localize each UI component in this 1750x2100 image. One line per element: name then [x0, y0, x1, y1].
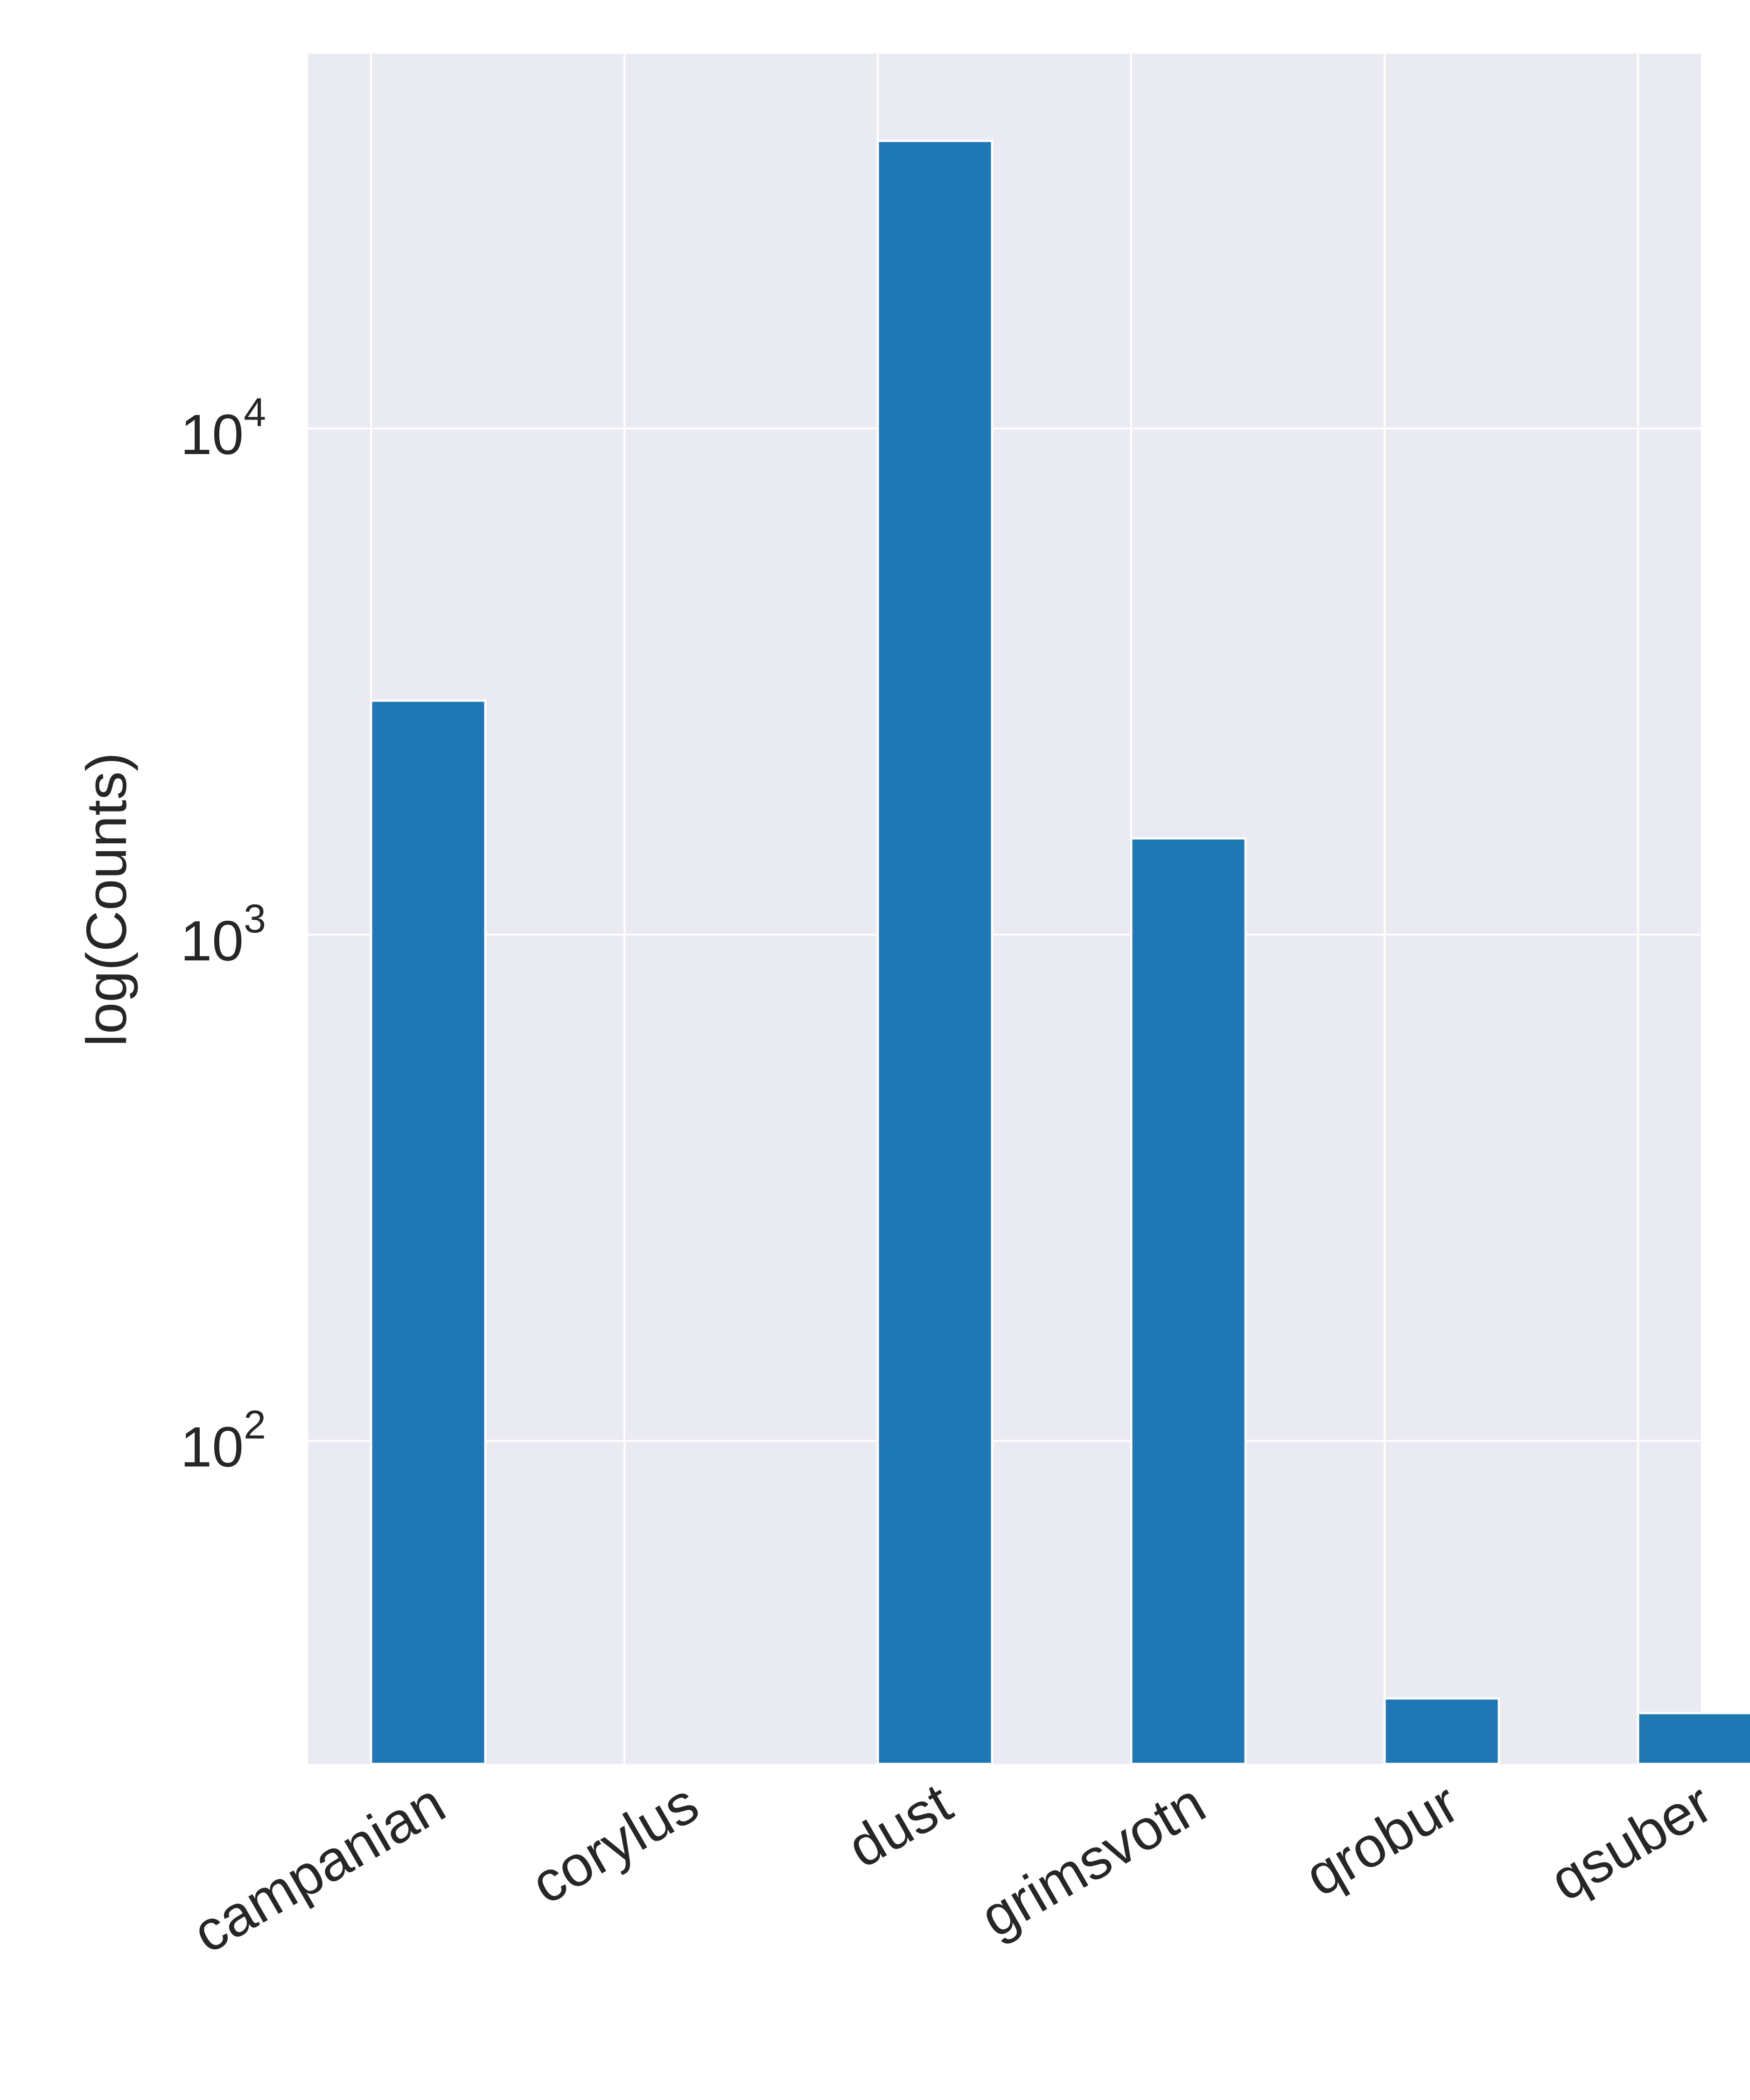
- x-tick-label-qrobur: qrobur: [1295, 1771, 1469, 1908]
- y-tick-label: 102: [180, 1403, 266, 1479]
- x-tick-label-grimsvotn: grimsvotn: [970, 1771, 1216, 1949]
- y-tick-labels: 102 103 104: [180, 390, 266, 1479]
- x-tick-label-qsuber: qsuber: [1540, 1771, 1722, 1913]
- x-tick-labels: campanian corylus dust grimsvotn qrobur qsube…: [182, 1771, 1722, 1965]
- bars: [370, 140, 1750, 1765]
- y-tick-label: 103: [180, 896, 266, 973]
- bar-grimsvotn: [1130, 837, 1247, 1765]
- bar-qsuber: [1637, 1712, 1750, 1765]
- x-tick-label-dust: dust: [837, 1771, 962, 1880]
- bar-dust: [876, 140, 994, 1765]
- plot-area: [308, 54, 1701, 1764]
- y-tick-label: 104: [180, 390, 266, 466]
- x-tick-label-corylus: corylus: [521, 1771, 709, 1916]
- x-tick-label-campanian: campanian: [182, 1771, 455, 1965]
- bar-qrobur: [1383, 1697, 1500, 1765]
- y-axis-label: log(Counts): [75, 752, 138, 1047]
- bar-campanian: [370, 699, 487, 1765]
